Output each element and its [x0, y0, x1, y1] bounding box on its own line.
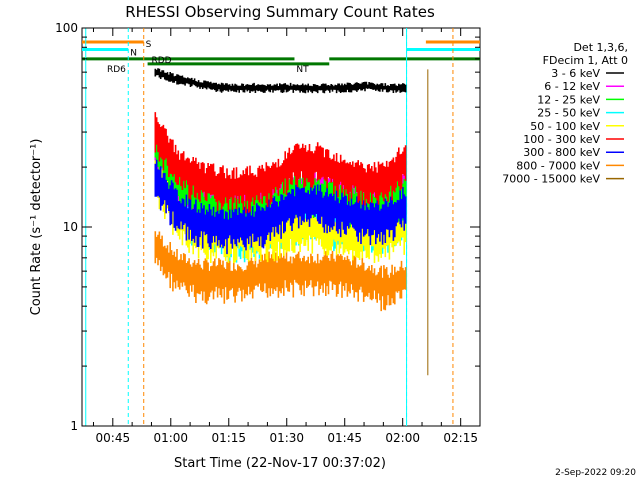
x-tick-label: 02:00 — [385, 431, 420, 445]
series-mark — [154, 68, 407, 94]
y-axis-label: Count Rate (s⁻¹ detector⁻¹) — [29, 139, 44, 316]
legend-label: 25 - 50 keV — [537, 107, 600, 120]
x-tick-label: 01:30 — [269, 431, 304, 445]
legend-label: 300 - 800 keV — [523, 146, 600, 159]
y-tick-label: 100 — [55, 21, 78, 35]
flag-label: RDD — [151, 56, 171, 66]
series-mark — [154, 159, 407, 255]
x-tick-label: 00:45 — [96, 431, 131, 445]
legend-label: 6 - 12 keV — [544, 80, 600, 93]
legend-label: 3 - 6 keV — [551, 67, 600, 80]
legend-header: Det 1,3,6, — [573, 41, 628, 54]
x-tick-label: 01:00 — [153, 431, 188, 445]
series-800to7000keV — [154, 231, 407, 312]
legend-header: FDecim 1, Att 0 — [543, 54, 628, 67]
chart-title: RHESSI Observing Summary Count Rates — [125, 3, 435, 21]
x-axis-label: Start Time (22-Nov-17 00:37:02) — [174, 456, 386, 471]
footer-date: 2-Sep-2022 09:20 — [555, 468, 636, 478]
x-tick-label: 02:15 — [443, 431, 478, 445]
y-tick-label: 1 — [70, 419, 78, 433]
legend-label: 100 - 300 keV — [523, 133, 600, 146]
x-tick-label: 01:15 — [211, 431, 246, 445]
legend-label: 50 - 100 keV — [530, 120, 600, 133]
series-mark — [154, 112, 407, 214]
flag-label: NT — [296, 65, 309, 75]
legend-label: 800 - 7000 keV — [516, 159, 600, 172]
series-mark — [154, 231, 407, 312]
series-300to800keV — [154, 159, 407, 255]
y-tick-label: 10 — [63, 220, 78, 234]
series-3to6keV — [154, 68, 407, 94]
flag-label: N — [130, 49, 137, 59]
series-100to300keV — [154, 112, 407, 214]
axes: 00:45 01:00 01:15 01:30 01:45 02:00 02:15 1 10 10… — [55, 21, 481, 445]
flag-label: RD6 — [107, 65, 126, 75]
x-tick-label: 01:45 — [327, 431, 362, 445]
flag-label: S — [146, 40, 152, 50]
legend-label: 12 - 25 keV — [537, 93, 600, 106]
series-layer — [154, 68, 407, 312]
flag-bars: SN RDD RD6 NT — [82, 40, 480, 75]
legend-label: 7000 - 15000 keV — [502, 173, 600, 186]
